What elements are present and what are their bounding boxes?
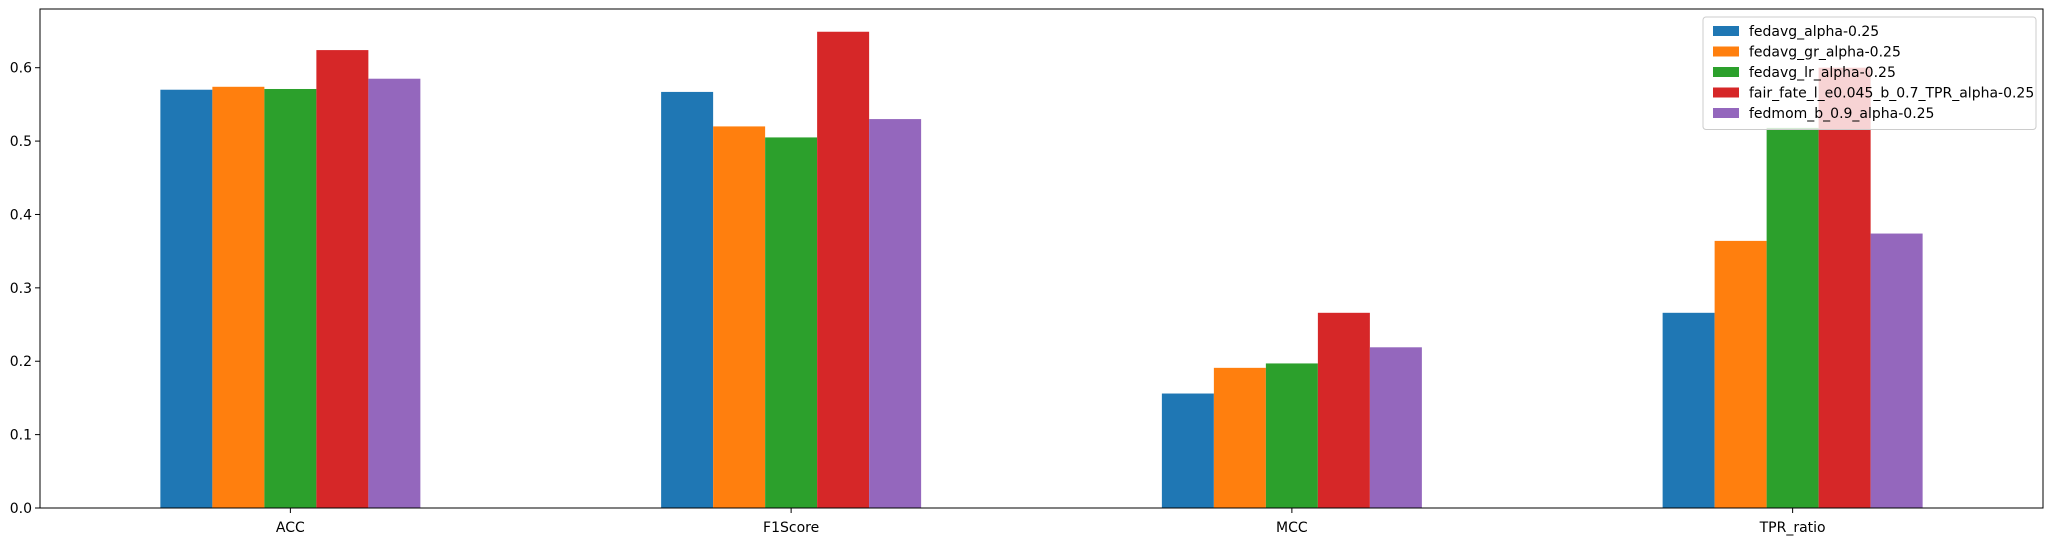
bar-tpr-ratio-series-2 <box>1766 127 1819 509</box>
legend-label: fedavg_lr_alpha-0.25 <box>1749 65 1896 81</box>
bar-acc-series-0 <box>160 89 213 509</box>
legend-swatch <box>1713 26 1739 36</box>
bar-acc-series-1 <box>212 86 265 509</box>
legend-label: fedmom_b_0.9_alpha-0.25 <box>1749 106 1934 122</box>
legend-swatch <box>1713 87 1739 98</box>
x-tick-label: ACC <box>276 520 305 536</box>
bar-tpr-ratio-series-4 <box>1870 233 1923 509</box>
bar-f1score-series-2 <box>765 137 818 508</box>
x-tick-label: MCC <box>1276 520 1308 536</box>
bar-f1score-series-3 <box>817 31 870 508</box>
bar-acc-series-4 <box>368 78 421 509</box>
y-tick-label: 0.1 <box>10 428 32 444</box>
legend-swatch <box>1713 108 1739 118</box>
x-tick-label: TPR_ratio <box>1759 520 1826 536</box>
bar-mcc-series-1 <box>1213 367 1266 508</box>
legend-label: fedavg_alpha-0.25 <box>1749 24 1879 40</box>
y-tick-label: 0.5 <box>10 134 32 150</box>
bar-mcc-series-4 <box>1369 347 1422 508</box>
bar-tpr-ratio-series-1 <box>1714 240 1767 508</box>
bar-mcc-series-0 <box>1161 393 1214 508</box>
legend-label: fair_fate_l_e0.045_b_0.7_TPR_alpha-0.25 <box>1749 86 2034 102</box>
bar-mcc-series-3 <box>1317 312 1370 508</box>
y-tick-label: 0.2 <box>10 354 32 370</box>
y-tick-label: 0.4 <box>10 207 32 223</box>
bar-mcc-series-2 <box>1265 363 1318 508</box>
bar-acc-series-2 <box>264 88 317 509</box>
legend-box <box>1702 16 2037 130</box>
y-tick-label: 0.0 <box>10 501 32 517</box>
bar-f1score-series-0 <box>661 91 714 508</box>
plot-frame <box>39 8 2044 509</box>
x-axis: ACC F1Score MCC TPR_ratio <box>276 508 1826 536</box>
y-tick-label: 0.3 <box>10 281 32 297</box>
bars-layer <box>160 31 1923 509</box>
y-tick-label: 0.6 <box>10 61 32 77</box>
bar-tpr-ratio-series-3 <box>1818 67 1871 509</box>
legend-label: fedavg_gr_alpha-0.25 <box>1749 45 1901 61</box>
bar-acc-series-3 <box>316 50 369 508</box>
legend: fedavg_alpha-0.25 fedavg_gr_alpha-0.25fed… <box>1702 16 2037 130</box>
bar-f1score-series-1 <box>713 126 766 508</box>
y-axis: 0.0 0.1 0.2 0.3 0.4 0.5 0.6 <box>10 61 40 517</box>
legend-swatch <box>1713 67 1739 77</box>
legend-swatch <box>1713 46 1739 57</box>
bar-tpr-ratio-series-0 <box>1662 312 1715 508</box>
bar-f1score-series-4 <box>869 119 922 508</box>
x-tick-label: F1Score <box>763 520 819 536</box>
